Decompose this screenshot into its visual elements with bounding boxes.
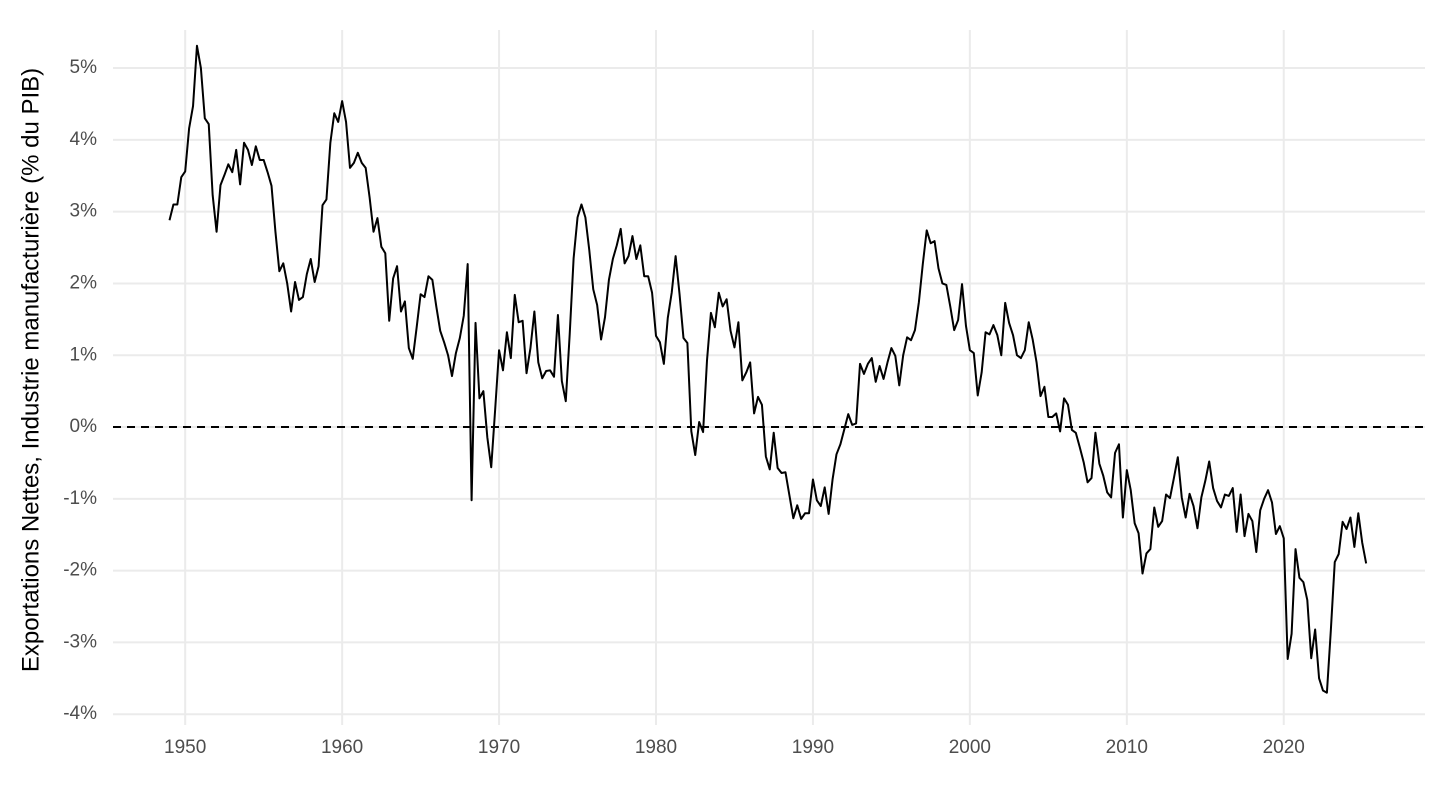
x-tick-label: 1950: [164, 737, 206, 758]
y-tick-label: 0%: [70, 416, 98, 437]
x-tick-label: 1960: [321, 737, 363, 758]
x-tick-label: 2020: [1263, 737, 1305, 758]
y-tick-label: 1%: [70, 344, 98, 365]
x-tick-label: 1970: [478, 737, 520, 758]
y-tick-label: 5%: [70, 57, 98, 78]
y-tick-label: 4%: [70, 129, 98, 150]
x-tick-label: 1980: [635, 737, 677, 758]
y-tick-label: -1%: [63, 488, 97, 509]
y-tick-label: -2%: [63, 560, 97, 581]
x-tick-label: 1990: [792, 737, 834, 758]
y-tick-label: 3%: [70, 201, 98, 222]
y-tick-label: -4%: [63, 703, 97, 724]
y-tick-label: -3%: [63, 631, 97, 652]
x-tick-label: 2000: [949, 737, 991, 758]
y-axis-title: Exportations Nettes, Industrie manufactu…: [17, 68, 44, 672]
data-line: [168, 44, 1368, 694]
y-tick-label: 2%: [70, 272, 98, 293]
x-tick-label: 2010: [1106, 737, 1148, 758]
